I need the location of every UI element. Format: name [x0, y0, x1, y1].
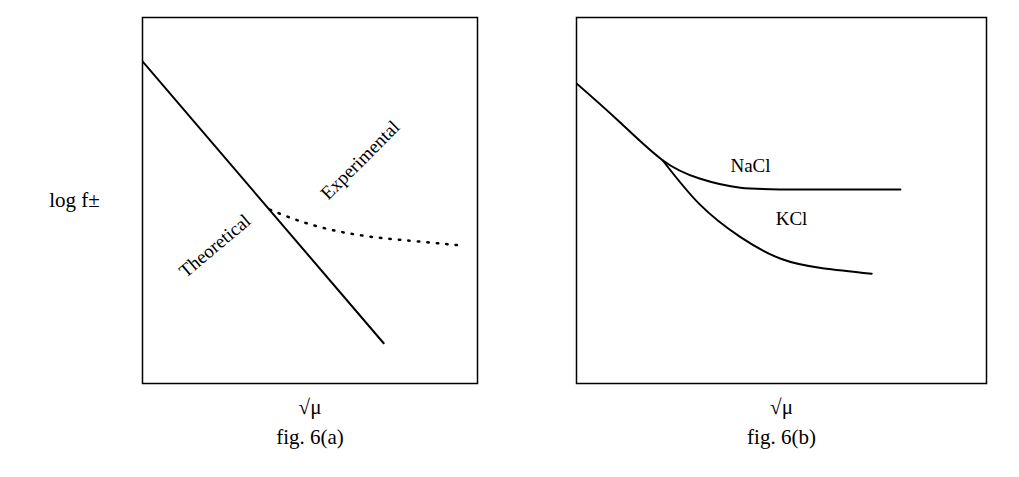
svg-text:Experimental: Experimental	[316, 116, 403, 203]
svg-text:NaCl: NaCl	[730, 155, 770, 176]
svg-text:KCl: KCl	[776, 208, 808, 229]
svg-text:Theoretical: Theoretical	[175, 210, 255, 282]
svg-text:√μ: √μ	[770, 395, 793, 419]
svg-text:fig. 6(b): fig. 6(b)	[747, 425, 816, 449]
svg-text:log f±: log f±	[49, 188, 100, 212]
svg-text:fig. 6(a): fig. 6(a)	[276, 425, 344, 449]
svg-text:√μ: √μ	[299, 395, 322, 419]
